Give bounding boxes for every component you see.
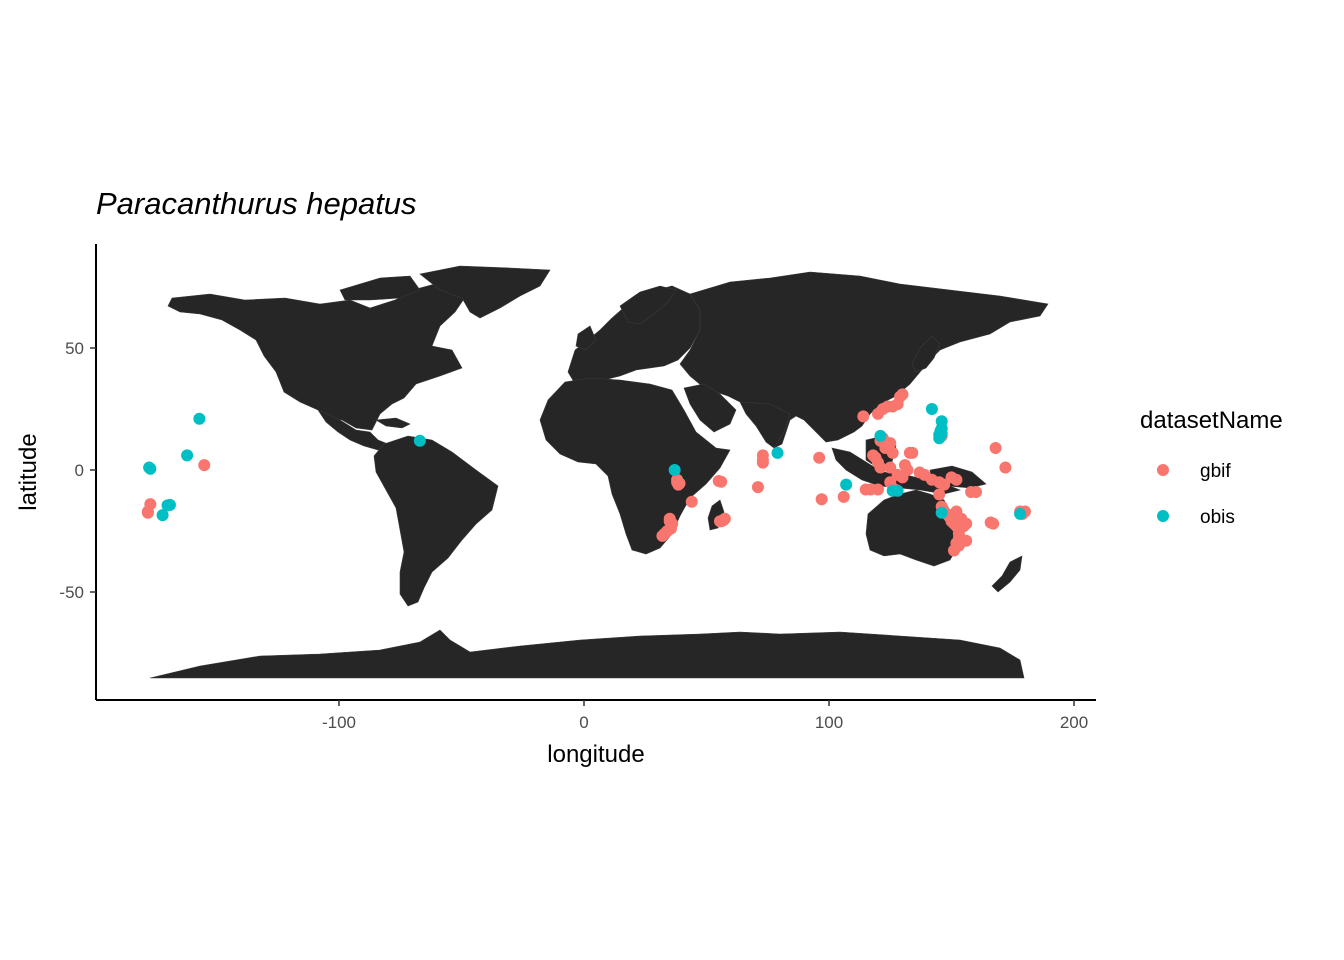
south-america-landmass: [373, 435, 499, 607]
world-land-layer: [149, 265, 1049, 679]
occurrence-point-gbif: [933, 488, 946, 501]
x-tick-label: 200: [1060, 713, 1088, 732]
legend-key-gbif: [1157, 464, 1169, 476]
india-peninsula: [739, 401, 791, 449]
occurrence-point-obis: [840, 478, 853, 491]
legend-label-obis: obis: [1200, 507, 1235, 528]
occurrence-point-gbif: [989, 442, 1002, 455]
occurrence-point-gbif: [715, 515, 728, 528]
occurrence-point-gbif: [886, 446, 899, 459]
occurrence-point-obis: [413, 434, 426, 447]
occurrence-point-gbif: [857, 410, 870, 423]
x-tick-label: -100: [322, 713, 356, 732]
occurrence-point-obis: [891, 484, 904, 497]
occurrence-point-gbif: [984, 516, 997, 529]
occurrence-point-gbif: [813, 451, 826, 464]
occurrence-point-gbif: [901, 464, 914, 476]
occurrence-point-obis: [771, 446, 784, 459]
y-tick-label: 50: [65, 339, 84, 358]
occurrence-point-gbif: [661, 525, 674, 537]
british-isles: [575, 325, 597, 351]
occurrence-point-gbif: [938, 478, 951, 491]
occurrence-point-obis: [163, 498, 176, 511]
x-axis-title: longitude: [547, 741, 644, 768]
occurrence-point-gbif: [950, 473, 963, 486]
occurrence-point-gbif: [903, 446, 916, 459]
occurrence-point-obis: [935, 415, 948, 428]
occurrence-point-obis: [156, 509, 169, 522]
antarctica-landmass: [149, 629, 1025, 679]
arctic-islands: [339, 275, 421, 301]
occurrence-point-obis: [874, 429, 887, 442]
occurrence-point-obis: [668, 464, 681, 476]
occurrence-point-gbif: [663, 515, 676, 528]
y-tick-label: -50: [59, 583, 84, 602]
points-layer: [141, 388, 1031, 557]
occurrence-point-gbif: [947, 544, 960, 557]
occurrence-point-gbif: [141, 506, 154, 519]
occurrence-point-gbif: [884, 461, 897, 474]
occurrence-point-gbif: [756, 449, 769, 462]
legend-key-obis: [1157, 510, 1169, 522]
occurrence-point-gbif: [198, 459, 211, 472]
axes-layer: -100 0 100 200 -50 0 50: [59, 244, 1096, 732]
occurrence-point-obis: [193, 412, 206, 425]
legend-title: datasetName: [1140, 407, 1283, 434]
occurrence-point-gbif: [970, 485, 982, 498]
occurrence-point-gbif: [685, 495, 698, 508]
japan-islands: [911, 335, 941, 373]
caribbean-islands: [375, 417, 411, 429]
arabian-peninsula: [683, 383, 737, 433]
occurrence-point-obis: [1014, 507, 1027, 520]
y-axis-title: latitude: [15, 433, 42, 510]
occurrence-point-gbif: [815, 493, 828, 506]
new-zealand-islands: [991, 555, 1023, 593]
asia-landmass: [679, 271, 1049, 449]
titles-layer: Paracanthurus hepatus longitude latitude: [15, 186, 645, 768]
occurrence-point-obis: [934, 424, 947, 437]
occurrence-point-obis: [181, 449, 194, 462]
scandinavia-landmass: [619, 285, 677, 325]
legend: datasetName gbif obis: [1140, 407, 1283, 528]
occurrence-point-obis: [925, 403, 938, 415]
occurrence-point-gbif: [673, 477, 686, 490]
occurrence-point-gbif: [715, 475, 728, 488]
occurrence-point-gbif: [859, 483, 872, 496]
greenland-landmass: [419, 265, 551, 319]
occurrence-point-gbif: [837, 490, 850, 503]
occurrence-point-gbif: [751, 481, 764, 494]
occurrence-point-obis: [143, 461, 156, 474]
occurrence-point-gbif: [960, 534, 973, 547]
y-tick-label: 0: [75, 461, 84, 480]
legend-label-gbif: gbif: [1200, 461, 1231, 482]
north-america-landmass: [167, 279, 471, 431]
x-tick-label: 100: [815, 713, 843, 732]
occurrence-point-gbif: [874, 461, 887, 474]
occurrence-point-gbif: [884, 437, 897, 450]
occurrence-point-gbif: [999, 461, 1012, 474]
occurrence-point-gbif: [950, 505, 963, 518]
occurrence-point-obis: [935, 506, 948, 519]
occurrence-point-gbif: [896, 388, 909, 401]
x-tick-label: 0: [579, 713, 588, 732]
plot-title: Paracanthurus hepatus: [96, 186, 417, 221]
australia-landmass: [865, 489, 961, 567]
occurrence-point-gbif: [867, 449, 880, 462]
